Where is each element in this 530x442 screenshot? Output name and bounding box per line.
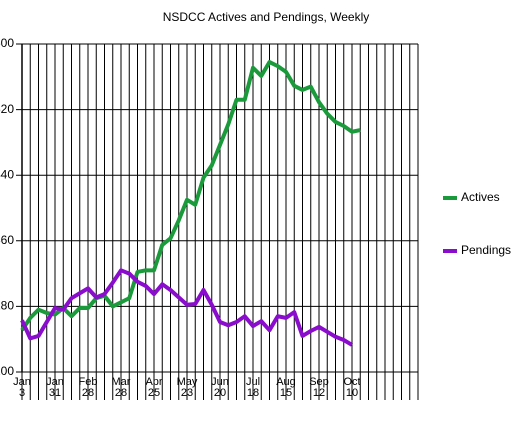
legend-label: Actives	[461, 190, 500, 204]
y-tick-label: 440	[0, 167, 14, 181]
y-tick-label: 600	[0, 36, 14, 50]
y-tick-label: 280	[0, 299, 14, 313]
x-tick-label: Feb 28	[78, 376, 98, 399]
y-tick-label: 520	[0, 102, 14, 116]
x-tick-label: Mar 28	[111, 376, 131, 399]
chart-title: NSDCC Actives and Pendings, Weekly	[163, 10, 370, 24]
x-tick-label: Sep 12	[309, 376, 329, 399]
x-tick-label: Jun 20	[211, 376, 229, 399]
y-tick-label: 200	[0, 364, 14, 378]
series-line	[20, 60, 361, 332]
x-tick-label: Jan 31	[46, 376, 64, 399]
y-tick-label: 360	[0, 233, 14, 247]
x-tick-label: Apr 25	[145, 376, 163, 399]
x-tick-label: Jan 3	[13, 376, 31, 399]
x-tick-label: Jul 18	[245, 376, 261, 399]
x-tick-label: Oct 10	[343, 376, 361, 399]
series-line	[20, 268, 354, 347]
legend-label: Pendings	[461, 243, 511, 257]
x-tick-label: May 23	[176, 376, 198, 399]
x-tick-label: Aug 15	[276, 376, 296, 399]
